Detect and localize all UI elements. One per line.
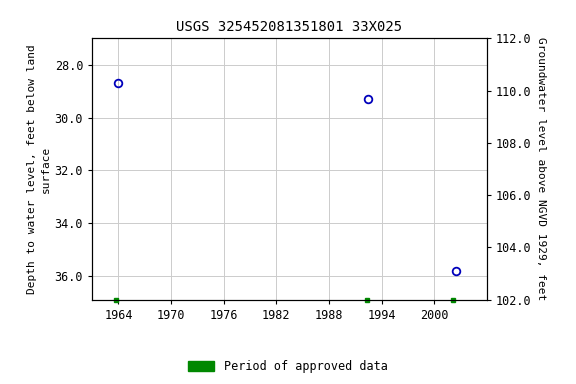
Title: USGS 325452081351801 33X025: USGS 325452081351801 33X025: [176, 20, 403, 35]
Y-axis label: Groundwater level above NGVD 1929, feet: Groundwater level above NGVD 1929, feet: [536, 37, 545, 301]
Legend: Period of approved data: Period of approved data: [184, 356, 392, 378]
Y-axis label: Depth to water level, feet below land
surface: Depth to water level, feet below land su…: [27, 44, 51, 294]
